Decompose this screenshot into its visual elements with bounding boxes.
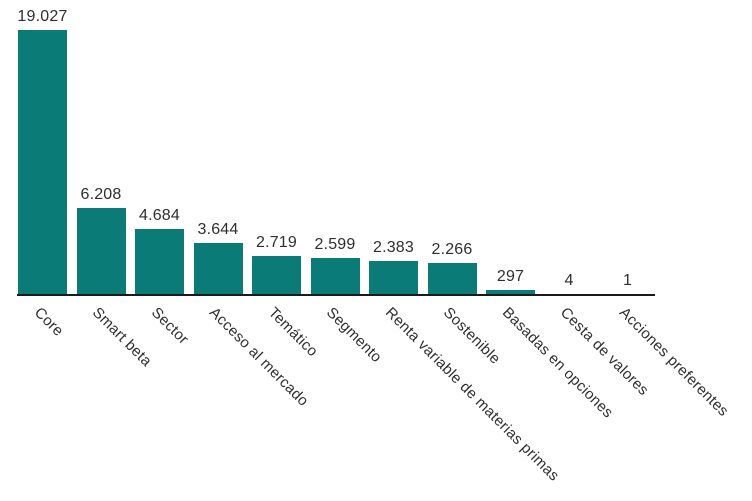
bar: [427, 263, 477, 294]
bar-value-label: 6.208: [80, 186, 122, 203]
bar-value-label: 3.644: [197, 221, 239, 238]
bar-category-label: Temático: [264, 304, 321, 361]
bar-value-label: 4: [564, 272, 574, 289]
bar-category-label: Core: [30, 304, 67, 340]
bar-value-label: 2.719: [255, 234, 298, 251]
bar-category-label: Acciones preferentes: [615, 304, 732, 420]
bar: [193, 243, 243, 294]
bar-value-label: 2.383: [372, 239, 415, 256]
bar-category-label: Sector: [147, 304, 192, 348]
bar-category-label: Basadas en opciones: [498, 304, 616, 422]
bar-category-label: Sostenible: [439, 304, 504, 368]
bar: [486, 290, 535, 294]
bar-value-label: 2.599: [314, 236, 356, 253]
bar: [310, 258, 360, 294]
bar-category-label: Segmento: [322, 304, 386, 367]
bar: [76, 208, 126, 294]
bar-value-label: 297: [496, 268, 525, 285]
bar-value-label: 1: [622, 272, 633, 289]
bar-value-label: 4.684: [138, 207, 181, 224]
bar: [18, 30, 67, 294]
bar-category-label: Acceso al mercado: [205, 304, 312, 410]
bar-value-label: 19.027: [17, 8, 68, 25]
x-axis-line: [17, 294, 655, 296]
bar: [369, 261, 418, 294]
bar-value-label: 2.266: [431, 241, 473, 258]
bar: [135, 229, 184, 294]
bar-category-label: Smart beta: [88, 304, 156, 371]
bar: [252, 256, 301, 294]
